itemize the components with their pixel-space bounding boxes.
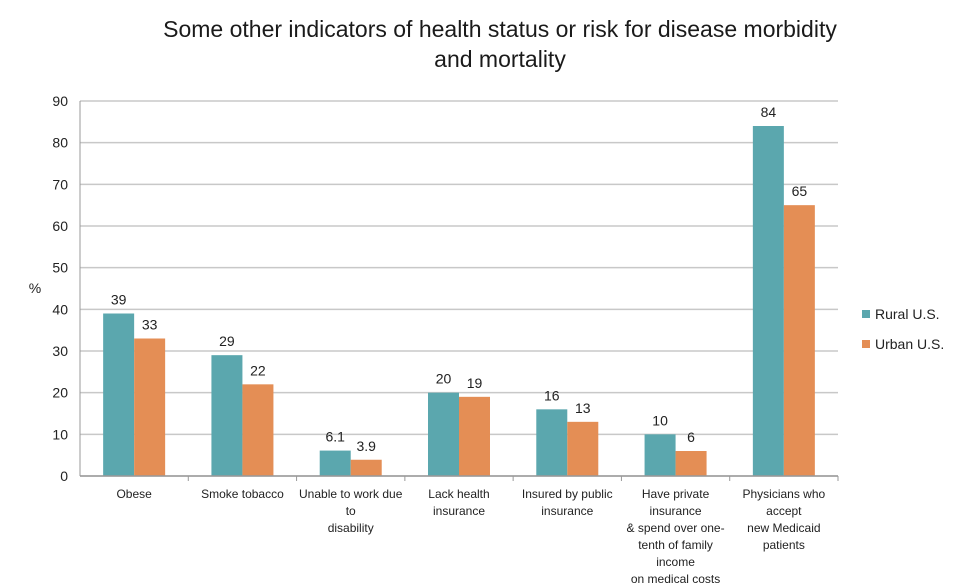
data-label: 33 <box>142 317 158 333</box>
category-label-line: Physicians who accept <box>742 487 826 518</box>
y-tick-label: 20 <box>52 385 68 401</box>
category-label: Obese <box>79 486 189 503</box>
category-label-line: on medical costs <box>630 572 721 586</box>
bar-rural <box>211 355 243 476</box>
category-label: Have private insurance & spend over one-t… <box>621 486 731 588</box>
data-label: 16 <box>544 387 560 403</box>
data-label: 84 <box>761 104 777 120</box>
y-tick-label: 90 <box>52 93 68 109</box>
data-label: 29 <box>219 333 235 349</box>
bar-rural <box>644 434 676 476</box>
chart-title-line-1: Some other indicators of health status o… <box>163 16 837 42</box>
y-tick-label: 70 <box>52 176 68 192</box>
data-label: 10 <box>652 412 668 428</box>
category-label-line: Insured by public <box>521 487 613 501</box>
category-label-line: disability <box>327 521 374 535</box>
chart-title: Some other indicators of health status o… <box>0 14 965 74</box>
legend-swatch-urban <box>862 340 870 348</box>
y-tick-label: 10 <box>52 426 68 442</box>
category-label-line: Have private insurance <box>641 487 710 518</box>
legend-item-rural: Rural U.S. <box>862 306 940 322</box>
legend-label-urban: Urban U.S. <box>875 336 945 352</box>
category-label: Insured by public insurance <box>512 486 622 520</box>
data-label: 65 <box>792 183 808 199</box>
bar-urban <box>675 451 707 476</box>
bar-rural <box>319 450 351 476</box>
bar-urban <box>567 421 599 476</box>
category-label-line: new Medicaid patients <box>747 521 821 552</box>
category-label-line: Unable to work due to <box>299 487 403 518</box>
data-label: 39 <box>111 292 127 308</box>
category-label-line: Smoke tobacco <box>201 487 284 501</box>
bar-rural <box>752 126 784 476</box>
bar-urban <box>783 205 815 476</box>
bar-urban <box>459 396 490 476</box>
bar-rural <box>103 313 135 476</box>
legend-label-rural: Rural U.S. <box>875 306 940 322</box>
legend-swatch-rural <box>862 310 870 318</box>
y-axis-label: % <box>29 280 41 296</box>
y-tick-label: 0 <box>60 468 68 484</box>
bar-rural <box>428 392 459 476</box>
category-label: Unable to work due to disability <box>296 486 406 537</box>
bar-urban <box>134 338 166 476</box>
category-label-line: insurance <box>541 504 594 518</box>
data-label: 3.9 <box>356 438 376 454</box>
data-label: 19 <box>467 375 483 391</box>
data-label: 13 <box>575 400 591 416</box>
y-tick-label: 50 <box>52 260 68 276</box>
legend-item-urban: Urban U.S. <box>862 336 944 352</box>
bar-urban <box>242 384 274 476</box>
data-label: 20 <box>436 371 452 387</box>
category-label: Lack health insurance <box>404 486 514 520</box>
bar-chart: 0 10 20 30 40 50 60 70 80 90% 39 33 29 22 6.1 3.9 20 19 16… <box>29 93 839 484</box>
bar-urban <box>350 459 382 476</box>
y-tick-label: 80 <box>52 135 68 151</box>
data-label: 6.1 <box>325 429 345 445</box>
category-label: Smoke tobacco <box>187 486 297 503</box>
y-tick-label: 40 <box>52 301 68 317</box>
bar-rural <box>536 409 568 476</box>
y-tick-label: 60 <box>52 218 68 234</box>
category-label-line: & spend over one- <box>626 521 725 535</box>
category-label: Physicians who accept new Medicaid patien… <box>729 486 839 554</box>
data-label: 6 <box>687 429 695 445</box>
category-label-line: Obese <box>116 487 152 501</box>
y-tick-label: 30 <box>52 343 68 359</box>
chart-title-line-2: and mortality <box>434 46 566 72</box>
category-label-line: Lack health insurance <box>428 487 490 518</box>
data-label: 22 <box>250 362 266 378</box>
